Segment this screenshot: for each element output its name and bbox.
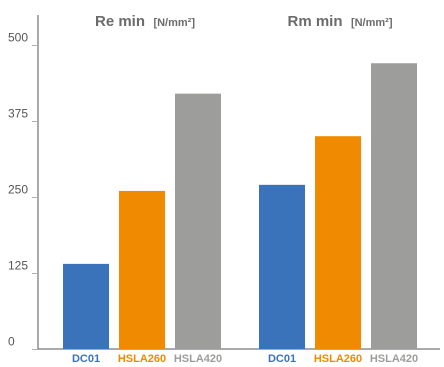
category-labels: DC01 HSLA260 HSLA420 DC01 HSLA260 HSLA420 bbox=[72, 353, 418, 365]
y-tick-label: 125 bbox=[8, 259, 28, 273]
y-tick-label: 500 bbox=[8, 31, 28, 45]
bar-hsla260-group1 bbox=[119, 190, 165, 349]
group-title-rm-min: Rm min [N/mm²] bbox=[287, 13, 392, 30]
bars bbox=[63, 63, 417, 350]
category-label-dc01: DC01 bbox=[268, 353, 296, 365]
category-label-hsla420: HSLA420 bbox=[174, 353, 222, 365]
bar-hsla420-group2 bbox=[371, 63, 417, 350]
bar-dc01-group1 bbox=[63, 263, 109, 349]
bar-hsla420-group1 bbox=[175, 93, 221, 349]
y-tick-label: 0 bbox=[8, 335, 15, 349]
category-label-hsla420: HSLA420 bbox=[370, 353, 418, 365]
group-titles: Re min [N/mm²] Rm min [N/mm²] bbox=[95, 13, 393, 30]
category-label-dc01: DC01 bbox=[72, 353, 100, 365]
bar-hsla260-group2 bbox=[315, 136, 361, 349]
category-label-hsla260: HSLA260 bbox=[314, 353, 362, 365]
group-title-re-min: Re min [N/mm²] bbox=[95, 13, 195, 30]
category-label-hsla260: HSLA260 bbox=[118, 353, 166, 365]
y-tick-label: 375 bbox=[8, 107, 28, 121]
bar-dc01-group2 bbox=[259, 184, 305, 349]
y-tick-label: 250 bbox=[8, 183, 28, 197]
